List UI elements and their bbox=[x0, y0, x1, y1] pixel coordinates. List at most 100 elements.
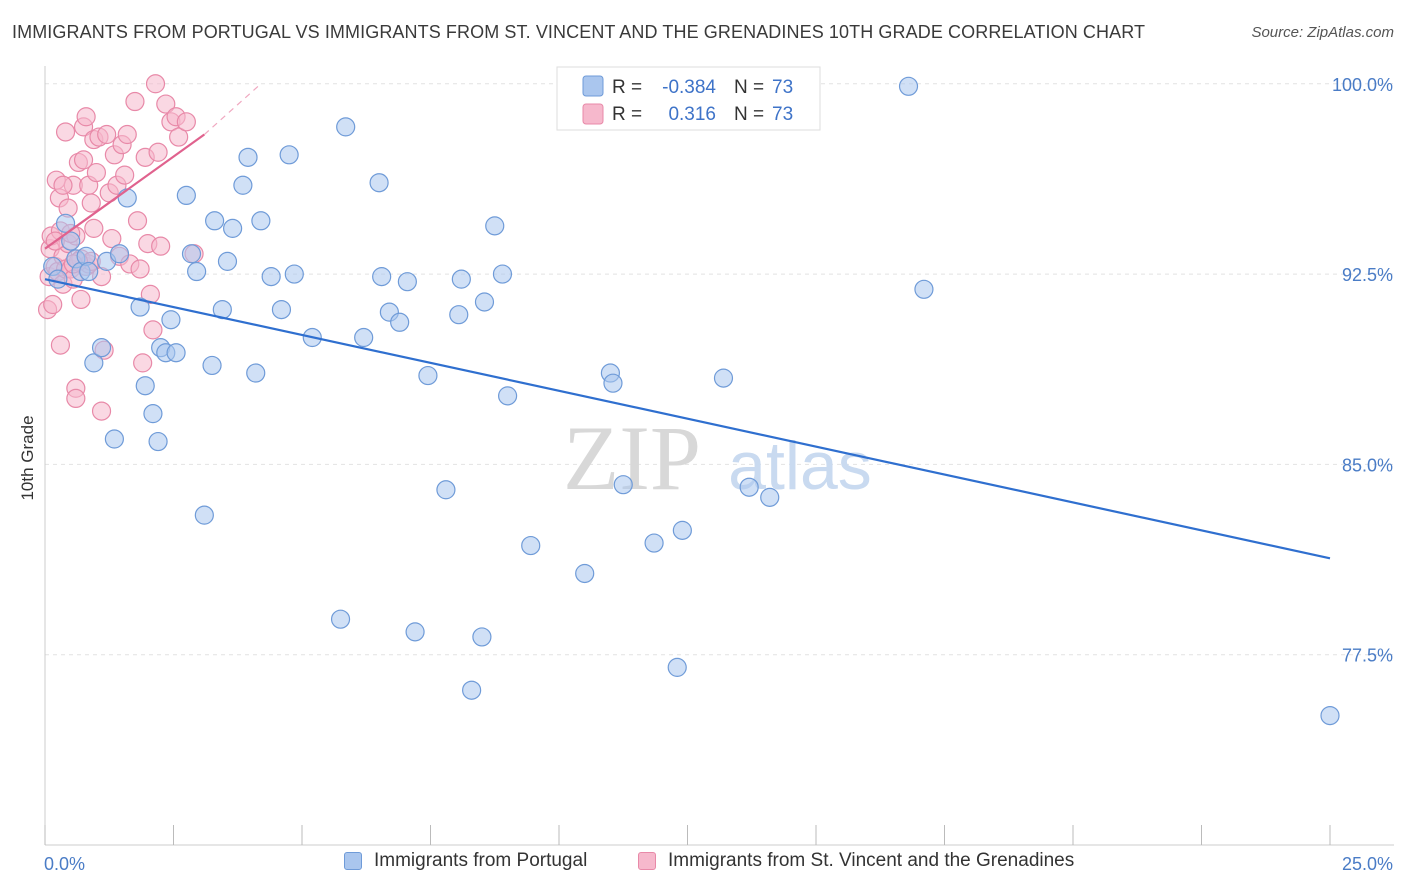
point-svg-50 bbox=[127, 211, 148, 231]
point-svg-55 bbox=[140, 284, 160, 304]
point-portugal-3 bbox=[61, 231, 81, 251]
source-label: Source: ZipAtlas.com bbox=[1251, 24, 1394, 41]
point-portugal-57 bbox=[492, 264, 513, 284]
point-portugal-48 bbox=[405, 622, 425, 642]
x-tick-label-0: 0.0% bbox=[44, 854, 85, 874]
point-portugal-14 bbox=[130, 297, 150, 317]
point-portugal-55 bbox=[474, 292, 495, 312]
point-portugal-40 bbox=[330, 609, 351, 629]
point-portugal-22 bbox=[176, 185, 196, 206]
point-portugal-1 bbox=[48, 269, 68, 289]
point-svg-56 bbox=[143, 320, 163, 340]
y-tick-label-2: 92.5% bbox=[1342, 265, 1393, 285]
point-svg-28 bbox=[76, 107, 96, 127]
legend-r-value-svg: 0.316 bbox=[668, 104, 716, 125]
bottom-legend-item-svg[interactable]: Immigrants from St. Vincent and the Gren… bbox=[638, 850, 1074, 872]
bottom-legend: Immigrants from Portugal Immigrants from… bbox=[0, 850, 1406, 880]
point-svg-57 bbox=[145, 74, 166, 94]
point-portugal-2 bbox=[55, 213, 76, 233]
point-svg-41 bbox=[102, 228, 122, 249]
point-portugal-30 bbox=[223, 218, 243, 238]
bottom-legend-label-svg: Immigrants from St. Vincent and the Gren… bbox=[668, 850, 1075, 871]
point-portugal-49 bbox=[418, 365, 438, 386]
bottom-legend-swatch-svg bbox=[638, 852, 656, 870]
point-svg-49 bbox=[125, 91, 145, 112]
point-svg-67 bbox=[53, 175, 73, 195]
point-portugal-50 bbox=[436, 480, 456, 500]
bottom-legend-swatch-portugal bbox=[344, 852, 362, 870]
legend-r-value-portugal: -0.384 bbox=[662, 77, 716, 98]
y-axis-title: 10th Grade bbox=[18, 415, 37, 500]
point-portugal-63 bbox=[613, 475, 633, 495]
bottom-legend-label-portugal: Immigrants from Portugal bbox=[374, 850, 588, 871]
point-portugal-41 bbox=[336, 117, 356, 137]
point-svg-32 bbox=[81, 193, 101, 213]
point-portugal-58 bbox=[498, 386, 518, 406]
point-portugal-36 bbox=[271, 299, 292, 320]
point-portugal-53 bbox=[462, 680, 482, 700]
point-svg-63 bbox=[169, 127, 189, 147]
point-svg-14 bbox=[55, 122, 76, 142]
trend-line-svg bbox=[44, 133, 205, 250]
point-portugal-43 bbox=[369, 173, 389, 193]
point-portugal-47 bbox=[397, 272, 417, 292]
point-portugal-7 bbox=[79, 261, 99, 282]
point-portugal-20 bbox=[161, 310, 181, 330]
point-portugal-51 bbox=[449, 305, 469, 325]
point-svg-35 bbox=[86, 162, 107, 183]
point-portugal-52 bbox=[451, 269, 471, 289]
point-svg-64 bbox=[176, 112, 196, 132]
point-portugal-72 bbox=[1320, 705, 1340, 726]
legend-n-label-portugal: N = bbox=[734, 77, 764, 98]
point-portugal-68 bbox=[739, 477, 759, 497]
chart-title: IMMIGRANTS FROM PORTUGAL VS IMMIGRANTS F… bbox=[12, 22, 1146, 42]
point-portugal-17 bbox=[148, 431, 168, 452]
point-portugal-8 bbox=[84, 353, 104, 373]
point-portugal-42 bbox=[354, 327, 374, 348]
point-portugal-44 bbox=[372, 267, 392, 287]
point-svg-21 bbox=[66, 388, 86, 409]
point-svg-70 bbox=[84, 218, 104, 238]
point-svg-51 bbox=[130, 259, 150, 279]
point-portugal-9 bbox=[91, 338, 112, 358]
trend-line-portugal bbox=[44, 278, 1331, 560]
point-portugal-35 bbox=[261, 267, 281, 287]
point-portugal-59 bbox=[521, 535, 541, 556]
point-portugal-67 bbox=[713, 368, 734, 388]
point-portugal-12 bbox=[109, 244, 130, 264]
point-portugal-33 bbox=[246, 363, 266, 383]
point-svg-60 bbox=[156, 94, 176, 114]
point-portugal-66 bbox=[672, 520, 692, 540]
point-portugal-16 bbox=[143, 404, 163, 424]
x-tick-labels: 0.0% 25.0% bbox=[44, 854, 1393, 874]
point-portugal-54 bbox=[472, 627, 492, 647]
y-tick-label-3: 100.0% bbox=[1332, 75, 1393, 95]
legend-n-value-svg: 73 bbox=[772, 104, 793, 125]
point-portugal-24 bbox=[187, 261, 207, 282]
trend-line-svg-extension bbox=[203, 83, 262, 135]
bottom-legend-item-portugal[interactable]: Immigrants from Portugal bbox=[344, 850, 587, 872]
point-portugal-25 bbox=[194, 505, 214, 525]
point-portugal-62 bbox=[603, 373, 623, 393]
point-portugal-23 bbox=[181, 244, 202, 264]
legend-r-label-portugal: R = bbox=[612, 77, 642, 98]
legend: R = -0.384 N = 73 R = 0.316 N = 73 bbox=[556, 66, 821, 131]
point-portugal-38 bbox=[284, 264, 304, 284]
point-portugal-65 bbox=[667, 657, 687, 677]
point-portugal-27 bbox=[205, 211, 225, 231]
legend-swatch-svg bbox=[582, 103, 604, 125]
point-portugal-56 bbox=[485, 216, 505, 236]
point-portugal-37 bbox=[279, 145, 299, 165]
point-portugal-31 bbox=[233, 175, 253, 195]
point-portugal-69 bbox=[760, 487, 780, 507]
watermark: ZIP atlas bbox=[563, 407, 872, 509]
point-svg-37 bbox=[91, 401, 112, 421]
point-svg-39 bbox=[97, 124, 117, 145]
point-svg-46 bbox=[115, 165, 135, 185]
point-svg-58 bbox=[148, 142, 168, 162]
point-portugal-32 bbox=[238, 147, 258, 167]
point-portugal-34 bbox=[251, 211, 271, 231]
point-portugal-29 bbox=[217, 251, 238, 271]
series-portugal-points bbox=[43, 76, 1340, 726]
point-portugal-21 bbox=[166, 343, 186, 363]
